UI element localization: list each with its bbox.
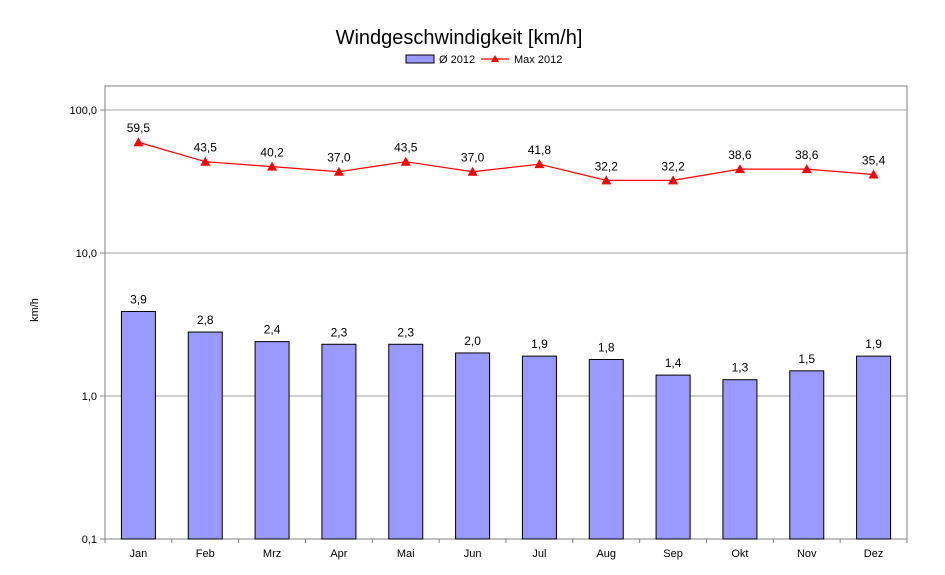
bar-value-label: 2,3 (331, 325, 348, 339)
bar (187, 331, 223, 540)
x-tick-label: Okt (731, 548, 748, 560)
x-tick-label: Mrz (263, 548, 281, 560)
max-value-label: 38,6 (795, 148, 819, 162)
bar-value-label: 3,9 (130, 292, 147, 306)
legend-swatch-avg (405, 54, 435, 64)
x-tick-label: Mai (397, 548, 415, 560)
x-tick-label: Sep (663, 548, 683, 560)
x-tick-label: Jul (532, 548, 546, 560)
x-axis-ticks: Jan Feb Mrz Apr Mai Jun Jul Aug Sep Okt Nov Dez (104, 539, 908, 560)
legend: Ø 2012 Max 2012 (405, 54, 562, 66)
y-tick-label: 100,0 (69, 105, 97, 117)
x-tick-label: Jan (130, 548, 148, 560)
chart-title: Windgeschwindigkeit [km/h] (336, 27, 583, 49)
max-line (138, 141, 874, 181)
line-series (133, 137, 879, 185)
max-value-label: 35,4 (862, 153, 886, 167)
bar-value-label: 1,4 (665, 356, 682, 370)
x-tick-label: Aug (596, 548, 616, 560)
bar (321, 343, 357, 540)
max-value-label: 40,2 (260, 146, 284, 160)
max-marker (400, 156, 411, 166)
max-marker (734, 164, 745, 174)
bar (120, 310, 156, 540)
max-value-label: 38,6 (728, 148, 752, 162)
max-marker (333, 166, 344, 176)
y-tick-label: 10,0 (76, 248, 97, 260)
max-value-label: 59,5 (127, 121, 151, 135)
bar (588, 358, 624, 540)
bar (856, 355, 892, 540)
bar (789, 370, 825, 540)
x-tick-label: Apr (330, 548, 347, 560)
plot-area (104, 85, 908, 540)
legend-label-max: Max 2012 (514, 54, 562, 66)
max-marker (534, 159, 545, 169)
bar (655, 374, 691, 540)
bar-series (120, 310, 892, 540)
bar-value-label: 2,3 (397, 325, 414, 339)
max-value-label: 43,5 (194, 141, 218, 155)
max-value-label: 32,2 (595, 159, 619, 173)
max-marker (200, 156, 211, 166)
y-axis-label: km/h (29, 298, 41, 322)
max-value-label: 37,0 (461, 151, 485, 165)
bar-value-label: 1,9 (531, 337, 548, 351)
max-marker (267, 161, 278, 171)
max-value-label: 32,2 (661, 159, 685, 173)
legend-marker-max (491, 55, 499, 62)
x-tick-label: Nov (797, 548, 817, 560)
legend-label-avg: Ø 2012 (439, 54, 475, 66)
bar (388, 343, 424, 540)
max-marker (801, 164, 812, 174)
max-marker (868, 169, 879, 179)
bar-value-label: 1,8 (598, 340, 615, 354)
bar-value-label: 1,9 (865, 337, 882, 351)
bar-value-label: 2,4 (264, 323, 281, 337)
bar (521, 355, 557, 540)
max-value-label: 41,8 (528, 143, 552, 157)
y-tick-label: 1,0 (82, 391, 97, 403)
max-marker (133, 137, 144, 147)
bar-value-label: 2,0 (464, 334, 481, 348)
x-tick-label: Feb (196, 548, 215, 560)
data-labels: 3,9 2,8 2,4 2,3 2,3 2,0 1,9 1,8 1,4 1,3 1,5 1,9 59,5… (127, 121, 886, 374)
bar (254, 341, 290, 540)
bar-value-label: 2,8 (197, 313, 214, 327)
bar-value-label: 1,3 (732, 361, 749, 375)
max-value-label: 43,5 (394, 141, 418, 155)
max-value-label: 37,0 (327, 151, 351, 165)
bar (722, 379, 758, 540)
bar-value-label: 1,5 (798, 352, 815, 366)
x-tick-label: Dez (864, 548, 884, 560)
max-marker (601, 175, 612, 185)
max-marker (668, 175, 679, 185)
bar (455, 352, 491, 540)
max-marker (467, 166, 478, 176)
y-tick-label: 0,1 (82, 534, 97, 546)
grid (105, 109, 907, 397)
x-tick-label: Jun (464, 548, 482, 560)
y-axis-ticks: 0,1 1,0 10,0 100,0 (69, 105, 105, 546)
